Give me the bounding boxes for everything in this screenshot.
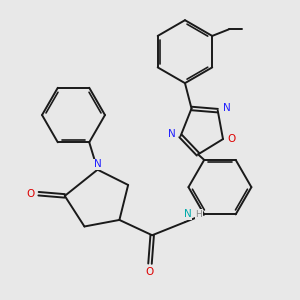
Text: O: O bbox=[26, 189, 35, 199]
Text: N: N bbox=[223, 103, 230, 113]
Text: N: N bbox=[168, 129, 176, 139]
Text: N: N bbox=[184, 209, 192, 219]
Text: N: N bbox=[94, 159, 101, 170]
Text: O: O bbox=[228, 134, 236, 144]
Text: H: H bbox=[196, 210, 202, 219]
Text: O: O bbox=[146, 266, 154, 277]
